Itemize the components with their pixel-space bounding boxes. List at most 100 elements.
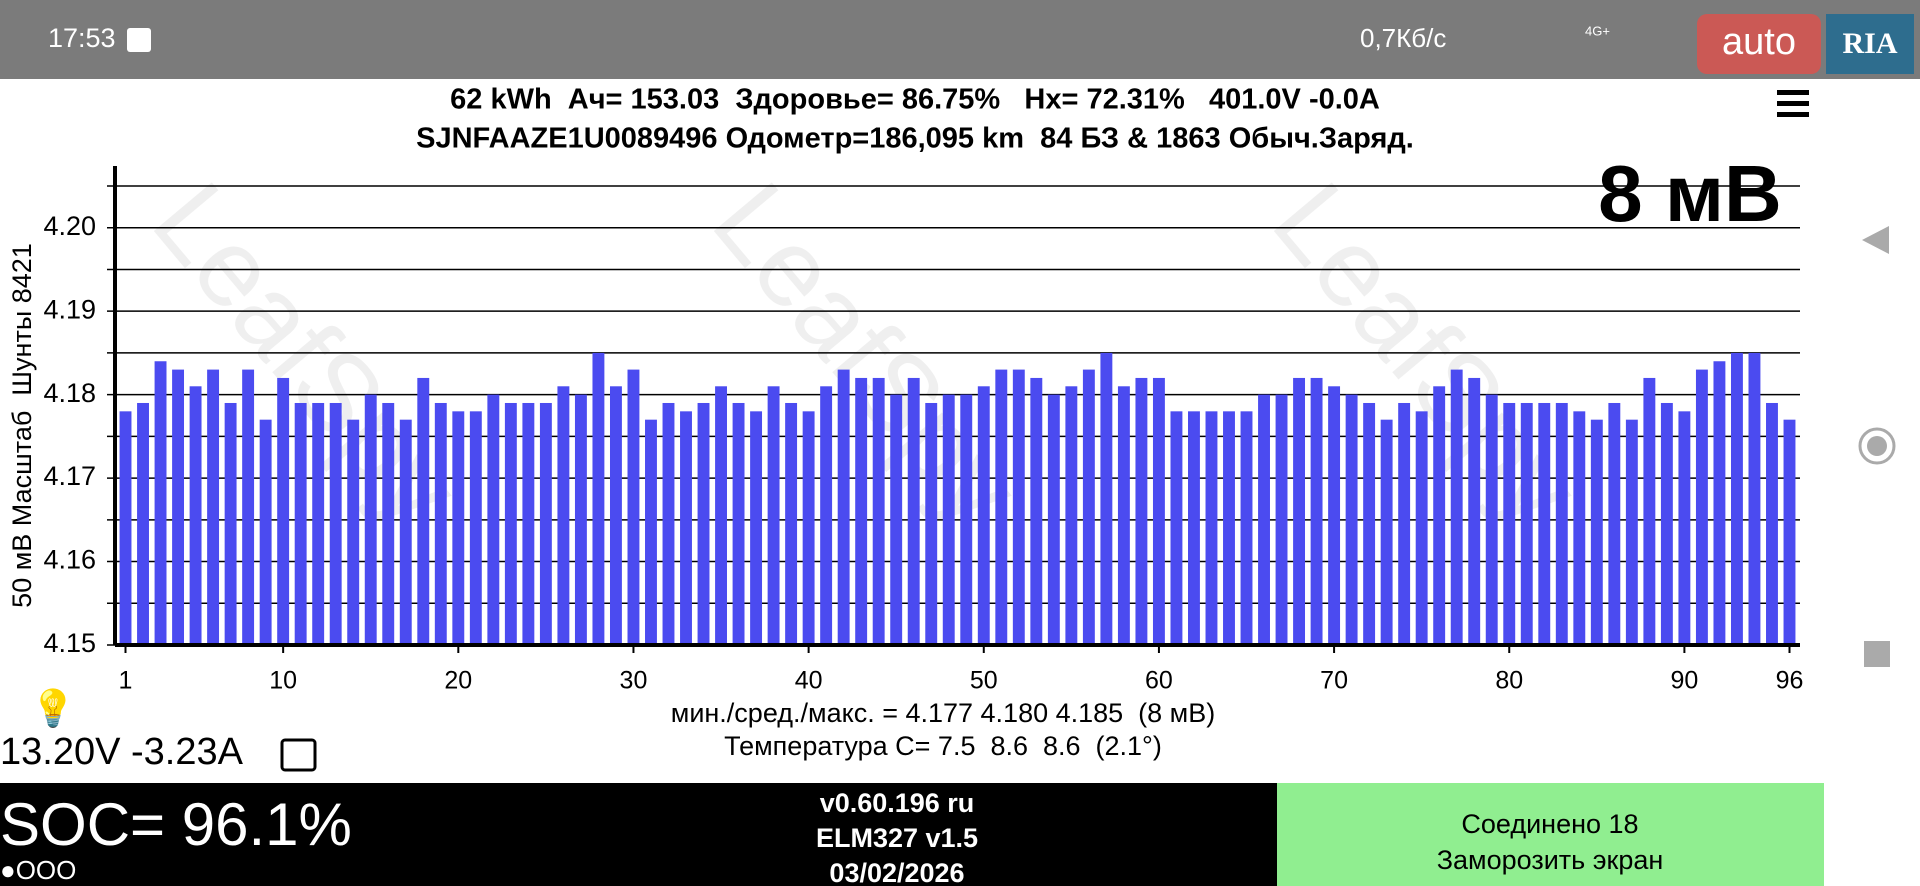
bar <box>522 402 535 645</box>
bar <box>1450 369 1463 645</box>
bar <box>504 402 517 645</box>
nav-home[interactable] <box>1858 427 1896 465</box>
bar <box>767 386 780 645</box>
battery-12v: 13.20V -3.23A <box>0 731 244 773</box>
bar <box>1590 419 1603 645</box>
bar <box>1275 394 1288 645</box>
y-tick-label: 4.15 <box>43 628 96 658</box>
x-tick-label: 10 <box>269 667 297 695</box>
bar <box>697 402 710 645</box>
x-tick-label: 80 <box>1495 667 1523 695</box>
bar <box>434 402 447 645</box>
bar <box>1713 361 1726 645</box>
bar <box>1205 411 1218 645</box>
x-tick-label: 70 <box>1320 667 1348 695</box>
bar <box>399 419 412 645</box>
bar <box>1117 386 1130 645</box>
bar <box>1188 411 1200 645</box>
chart: LeafSpy LeafSpy LeafSpy4.154.164.174.184.1… <box>7 149 1803 761</box>
menu-bar[interactable] <box>1777 112 1809 117</box>
bar <box>119 411 132 645</box>
bar <box>1345 394 1358 645</box>
annotation: 8 мВ <box>1598 149 1782 238</box>
watermark-ria: RIA <box>1842 27 1897 60</box>
bar <box>242 369 255 645</box>
bar <box>1730 352 1743 645</box>
bar <box>347 419 360 645</box>
bar <box>715 386 727 645</box>
bar <box>820 386 833 645</box>
version: 03/02/2026 <box>829 858 964 886</box>
bar <box>1678 411 1691 645</box>
connection-status[interactable]: Соединено 18 <box>1461 809 1638 839</box>
bar <box>960 394 973 645</box>
network-speed: 0,7Кб/с <box>1360 23 1446 53</box>
header-line: 62 kWh Ач= 153.03 Здоровье= 86.75% Hx= 7… <box>450 84 1380 116</box>
bar <box>1328 386 1341 645</box>
bar <box>837 369 850 645</box>
bar <box>680 411 692 645</box>
bar <box>925 402 938 645</box>
bar <box>907 377 920 645</box>
bar <box>872 377 885 645</box>
bar <box>1695 369 1708 645</box>
bulb-icon: 💡 <box>31 688 76 729</box>
y-tick-label: 4.20 <box>43 211 96 241</box>
bar <box>1608 402 1621 645</box>
bar <box>1485 394 1498 645</box>
bar <box>277 377 290 645</box>
bar <box>539 402 552 645</box>
x-tick-label: 30 <box>620 667 648 695</box>
x-tick-label: 40 <box>795 667 823 695</box>
bar <box>1748 352 1761 645</box>
bar <box>1660 402 1673 645</box>
bar <box>1398 402 1411 645</box>
bar <box>1240 411 1253 645</box>
bar <box>1100 352 1113 645</box>
calendar-icon[interactable] <box>280 738 317 772</box>
footer-left <box>0 783 1277 886</box>
bar <box>1555 402 1568 645</box>
menu-bar[interactable] <box>1777 101 1809 106</box>
bar <box>329 402 342 645</box>
version: ELM327 v1.5 <box>816 823 978 853</box>
bar <box>1152 377 1165 645</box>
bar <box>1223 411 1235 645</box>
bar <box>1030 377 1043 645</box>
bar <box>189 386 202 645</box>
bar <box>609 386 622 645</box>
bar <box>662 402 675 645</box>
bar <box>1363 402 1376 645</box>
bar <box>574 394 587 645</box>
bar <box>452 411 465 645</box>
x-tick-label: 50 <box>970 667 998 695</box>
status-bar <box>0 0 1920 79</box>
nav-back[interactable] <box>1862 226 1889 254</box>
bar <box>1415 411 1428 645</box>
bar <box>154 361 167 645</box>
bar <box>732 402 745 645</box>
bar <box>592 352 605 645</box>
bar <box>1538 402 1551 645</box>
bar <box>1625 419 1638 645</box>
bar <box>645 419 657 645</box>
y-tick-label: 4.16 <box>43 545 96 575</box>
nav-home-dot[interactable] <box>1867 436 1887 456</box>
menu-bar[interactable] <box>1777 90 1809 95</box>
bar <box>259 419 272 645</box>
freeze-button[interactable]: Заморозить экран <box>1437 845 1664 875</box>
bar <box>1520 402 1533 645</box>
footer-button[interactable] <box>1277 783 1824 886</box>
status-time: 17:53 <box>48 23 116 53</box>
bar <box>785 402 798 645</box>
x-tick-label: 1 <box>119 667 133 695</box>
stats-line: мин./сред./макс. = 4.177 4.180 4.185 (8 … <box>671 698 1216 728</box>
menu-button[interactable] <box>1777 90 1809 117</box>
bar <box>1468 377 1481 645</box>
nav-recent[interactable] <box>1864 641 1890 667</box>
network-type: 4G+ <box>1585 23 1610 38</box>
bar <box>855 377 868 645</box>
bar <box>1310 377 1323 645</box>
bar <box>1503 402 1516 645</box>
